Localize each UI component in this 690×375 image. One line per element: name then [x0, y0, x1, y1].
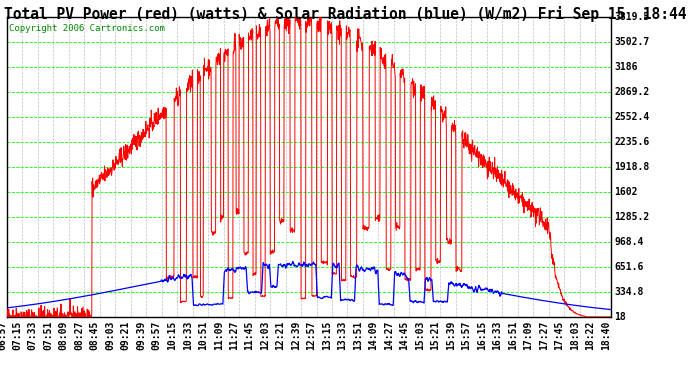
Text: 13:51: 13:51 — [353, 321, 363, 350]
Text: 10:33: 10:33 — [183, 321, 193, 350]
Text: 11:45: 11:45 — [244, 321, 255, 350]
Text: 06:57: 06:57 — [0, 321, 7, 350]
Text: 13:15: 13:15 — [322, 321, 332, 350]
Text: 17:09: 17:09 — [523, 321, 533, 350]
Text: 09:39: 09:39 — [136, 321, 146, 350]
Text: Copyright 2006 Cartronics.com: Copyright 2006 Cartronics.com — [9, 24, 165, 33]
Text: 09:21: 09:21 — [121, 321, 130, 350]
Text: 16:51: 16:51 — [508, 321, 518, 350]
Text: 18: 18 — [614, 312, 626, 322]
Text: 14:45: 14:45 — [400, 321, 409, 350]
Text: 08:27: 08:27 — [75, 321, 84, 350]
Text: 09:03: 09:03 — [106, 321, 115, 350]
Text: 968.4: 968.4 — [614, 237, 644, 247]
Text: 18:03: 18:03 — [570, 321, 580, 350]
Text: 3502.7: 3502.7 — [614, 37, 649, 47]
Text: 10:15: 10:15 — [167, 321, 177, 350]
Text: 17:27: 17:27 — [539, 321, 549, 350]
Text: Total PV Power (red) (watts) & Solar Radiation (blue) (W/m2) Fri Sep 15  18:44: Total PV Power (red) (watts) & Solar Rad… — [3, 6, 687, 22]
Text: 15:57: 15:57 — [462, 321, 471, 350]
Text: 2552.4: 2552.4 — [614, 112, 649, 122]
Text: 18:22: 18:22 — [585, 321, 595, 350]
Text: 15:21: 15:21 — [431, 321, 440, 350]
Text: 12:03: 12:03 — [260, 321, 270, 350]
Text: 334.8: 334.8 — [614, 287, 644, 297]
Text: 07:51: 07:51 — [43, 321, 53, 350]
Text: 651.6: 651.6 — [614, 262, 644, 272]
Text: 16:33: 16:33 — [492, 321, 502, 350]
Text: 3186: 3186 — [614, 62, 638, 72]
Text: 11:09: 11:09 — [214, 321, 224, 350]
Text: 07:15: 07:15 — [12, 321, 22, 350]
Text: 2869.2: 2869.2 — [614, 87, 649, 97]
Text: 08:45: 08:45 — [90, 321, 100, 350]
Text: 13:33: 13:33 — [337, 321, 348, 350]
Text: 09:57: 09:57 — [152, 321, 161, 350]
Text: 14:09: 14:09 — [368, 321, 378, 350]
Text: 2235.6: 2235.6 — [614, 137, 649, 147]
Text: 1918.8: 1918.8 — [614, 162, 649, 172]
Text: 10:51: 10:51 — [198, 321, 208, 350]
Text: 17:45: 17:45 — [554, 321, 564, 350]
Text: 15:39: 15:39 — [446, 321, 456, 350]
Text: 12:21: 12:21 — [275, 321, 286, 350]
Text: 14:27: 14:27 — [384, 321, 394, 350]
Text: 08:09: 08:09 — [59, 321, 69, 350]
Text: 07:33: 07:33 — [28, 321, 38, 350]
Text: 15:03: 15:03 — [415, 321, 425, 350]
Text: 1285.2: 1285.2 — [614, 212, 649, 222]
Text: 16:15: 16:15 — [477, 321, 487, 350]
Text: 1602: 1602 — [614, 187, 638, 197]
Text: 11:27: 11:27 — [229, 321, 239, 350]
Text: 18:40: 18:40 — [601, 321, 611, 350]
Text: 12:39: 12:39 — [291, 321, 301, 350]
Text: 3819.5: 3819.5 — [614, 12, 649, 22]
Text: 12:57: 12:57 — [306, 321, 317, 350]
